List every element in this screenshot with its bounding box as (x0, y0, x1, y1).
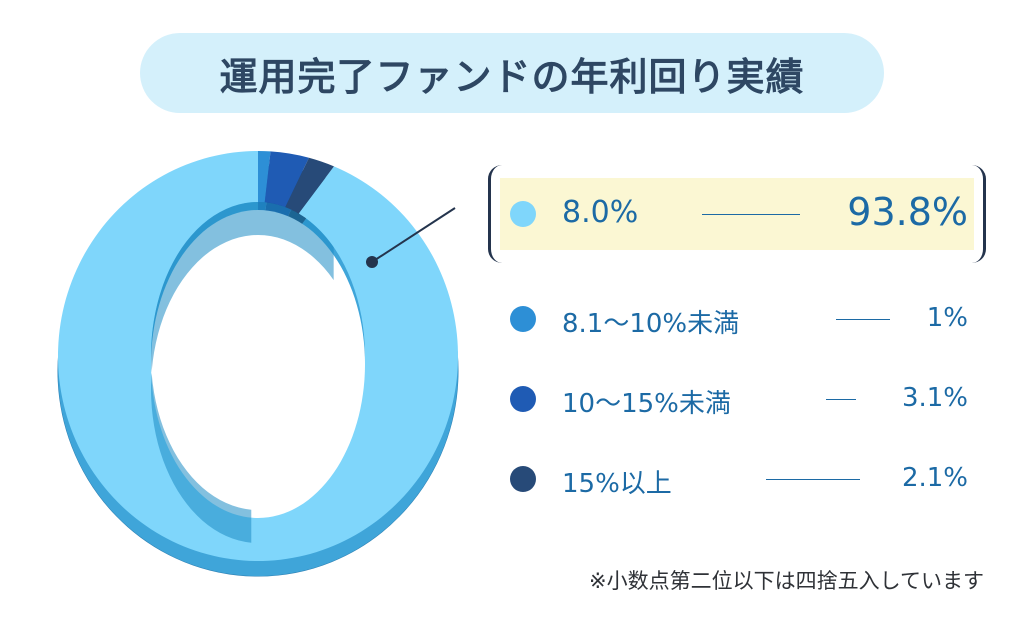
legend-leader-0 (702, 214, 800, 215)
callout-dot (366, 256, 378, 268)
legend-label-1: 8.1〜10%未満 (562, 308, 740, 339)
legend-dot-0 (510, 201, 536, 227)
highlight-bracket (488, 165, 986, 263)
legend-value-3: 2.1% (901, 462, 968, 493)
donut-top (57, 151, 459, 561)
legend-value-2: 3.1% (901, 382, 968, 413)
legend-leader-1 (836, 319, 890, 320)
callout-line (371, 207, 456, 263)
chart-title: 運用完了ファンドの年利回り実績 (219, 54, 805, 99)
legend-dot-2 (510, 386, 536, 412)
title-banner: 運用完了ファンドの年利回り実績 (140, 33, 884, 113)
donut-hole (151, 210, 365, 518)
legend-label-0: 8.0% (562, 195, 639, 231)
legend-dot-1 (510, 306, 536, 332)
donut-slice-1 (258, 151, 271, 203)
donut-slice-3 (285, 157, 334, 214)
legend-value-0: 93.8% (847, 190, 968, 235)
legend-dot-3 (510, 466, 536, 492)
donut-slice-0 (57, 151, 459, 561)
legend-label-3: 15%以上 (562, 468, 672, 499)
donut-slice-2 (264, 151, 309, 208)
legend-leader-3 (766, 479, 860, 480)
legend-label-2: 10〜15%未満 (562, 388, 731, 419)
footnote: ※小数点第二位以下は四捨五入しています (589, 569, 984, 593)
legend-value-1: 1% (926, 302, 968, 333)
donut-hole-wall (150, 201, 334, 543)
legend-leader-2 (826, 399, 856, 400)
